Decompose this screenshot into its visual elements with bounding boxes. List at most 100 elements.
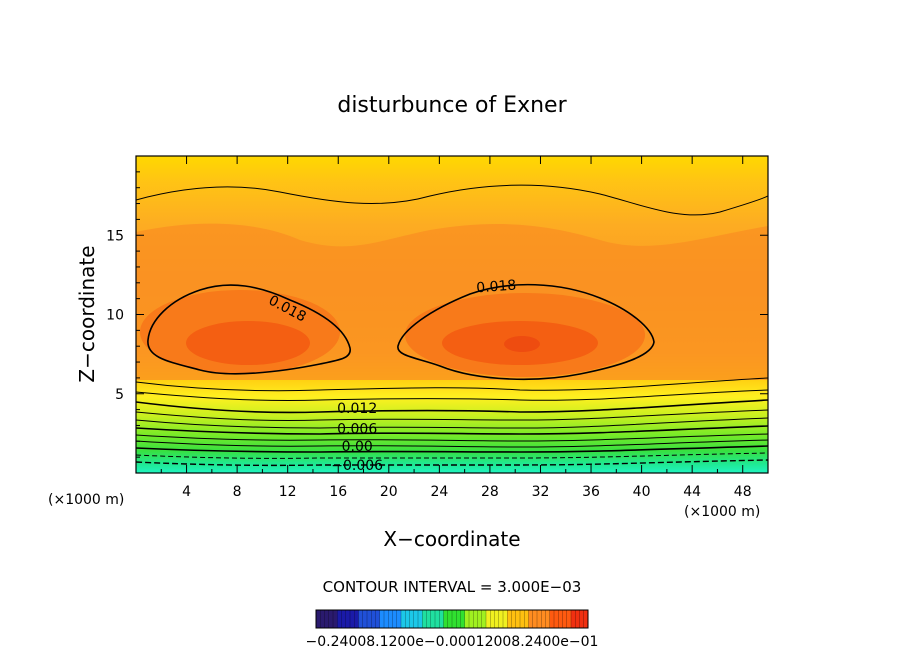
- colorbar-cell: [367, 610, 372, 628]
- x-unit-left: (×1000 m): [48, 492, 124, 508]
- colorbar-cell: [447, 610, 453, 628]
- plot-area: [136, 156, 768, 473]
- colorbar-cell: [515, 610, 521, 628]
- colorbar-cell: [328, 610, 334, 628]
- colorbar-cell: [316, 610, 321, 628]
- contour-mid-1: [136, 377, 768, 392]
- y-tick-label: 10: [106, 308, 124, 324]
- colorbar-cell: [439, 610, 444, 628]
- y-axis-label: Z−coordinate: [75, 245, 99, 382]
- x-tick-label: 20: [380, 484, 398, 500]
- colorbar-cell: [554, 610, 559, 628]
- colorbar-cell: [528, 610, 534, 628]
- y-tick-label: 15: [106, 228, 124, 244]
- colorbar-cell: [477, 610, 483, 628]
- x-tick-label: 8: [233, 484, 242, 500]
- colorbar-cell: [549, 610, 555, 628]
- colorbar-cell: [452, 610, 457, 628]
- colorbar-cell: [460, 610, 466, 628]
- contour-label-text: 0.018: [476, 278, 517, 297]
- colorbar-cell: [486, 610, 491, 628]
- y-axis-ticks: 5 10 15: [106, 171, 768, 458]
- field-peak-right: [504, 336, 540, 352]
- colorbar-cell: [422, 610, 427, 628]
- contour-lines: [136, 184, 768, 467]
- colorbar-cell: [562, 610, 568, 628]
- contour-label: 0.00: [342, 439, 373, 455]
- x-tick-label: 4: [182, 484, 191, 500]
- x-tick-label: 24: [430, 484, 448, 500]
- colorbar: [315, 610, 589, 628]
- colorbar-cell: [405, 610, 410, 628]
- colorbar-cell: [401, 610, 406, 628]
- contour-low-1: [136, 433, 768, 442]
- colorbar-cell: [520, 610, 525, 628]
- x-tick-label: 36: [582, 484, 600, 500]
- y-tick-label: 5: [115, 387, 124, 403]
- colorbar-cell: [392, 610, 398, 628]
- colorbar-cell: [532, 610, 538, 628]
- colorbar-cell: [413, 610, 419, 628]
- colorbar-cell: [337, 610, 342, 628]
- colorbar-cell: [396, 610, 402, 628]
- contour-mid-2: [136, 389, 768, 402]
- colorbar-cell: [388, 610, 393, 628]
- contour-upper: [136, 184, 768, 216]
- x-unit-right: (×1000 m): [684, 504, 760, 520]
- contour-low-2: [136, 439, 768, 448]
- colorbar-cell: [571, 610, 576, 628]
- colorbar-cell: [507, 610, 512, 628]
- contour-label-text: 0.00: [342, 439, 373, 455]
- chart-title: disturbunce of Exner: [337, 93, 567, 118]
- colorbar-cell: [473, 610, 478, 628]
- colorbar-cell: [524, 610, 529, 628]
- x-tick-label: 28: [481, 484, 499, 500]
- colorbar-cell: [494, 610, 500, 628]
- colorbar-cell: [324, 610, 330, 628]
- colorbar-cell: [409, 610, 415, 628]
- colorbar-cell: [537, 610, 542, 628]
- x-axis-ticks: 4 8 12 16 20 24 28 32 36 40 44 48: [160, 156, 752, 500]
- colorbar-cell: [426, 610, 432, 628]
- colorbar-cell: [345, 610, 351, 628]
- contour-0.012: [136, 399, 768, 414]
- x-tick-label: 40: [633, 484, 651, 500]
- contour-label: −0.006: [331, 458, 383, 474]
- contour-label: 0.006: [337, 422, 377, 438]
- contour-mid-3: [136, 409, 768, 422]
- x-tick-label: 48: [734, 484, 752, 500]
- colorbar-cell: [558, 610, 563, 628]
- contour-label-text: −0.006: [331, 458, 383, 474]
- contour-0.018-left: [147, 284, 351, 375]
- x-tick-label: 44: [683, 484, 701, 500]
- contour-neg-1: [136, 452, 768, 459]
- colorbar-cell: [320, 610, 325, 628]
- colorbar-cell: [541, 610, 546, 628]
- contour-label-text: 0.012: [337, 401, 377, 417]
- contour-0.00: [136, 445, 768, 453]
- contour-label-text: 0.006: [337, 422, 377, 438]
- colorbar-cell: [384, 610, 389, 628]
- colorbar-cell: [481, 610, 487, 628]
- colorbar-cell: [498, 610, 504, 628]
- colorbar-cell: [371, 610, 376, 628]
- colorbar-labels: −0.24008.1200e−0.00012008.2400e−01: [306, 634, 599, 650]
- contour-neg-0.006: [136, 459, 768, 467]
- contour-label: 0.018: [476, 278, 517, 297]
- x-axis-label: X−coordinate: [383, 527, 520, 551]
- x-tick-label: 12: [279, 484, 297, 500]
- contour-mid-4: [136, 417, 768, 429]
- colorbar-cell: [503, 610, 508, 628]
- field-core-left: [186, 321, 310, 365]
- colorbar-cell: [379, 610, 385, 628]
- colorbar-cell: [464, 610, 470, 628]
- colorbar-cell: [341, 610, 347, 628]
- colorbar-frame: [315, 609, 589, 629]
- colorbar-cell: [469, 610, 474, 628]
- colorbar-cell: [358, 610, 364, 628]
- colorbar-cell: [566, 610, 572, 628]
- colorbar-cell: [579, 610, 585, 628]
- colorbar-cell: [430, 610, 436, 628]
